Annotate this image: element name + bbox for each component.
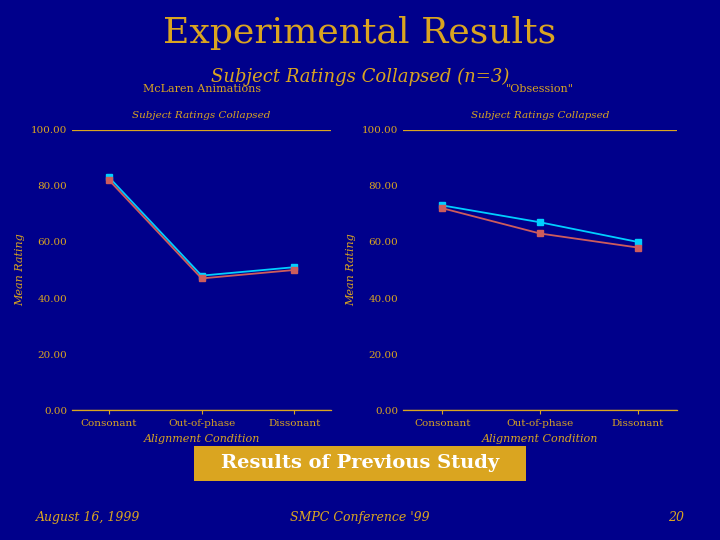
X-axis label: Alignment Condition: Alignment Condition	[143, 434, 260, 444]
Text: McLaren Animations: McLaren Animations	[143, 84, 261, 94]
Text: "Obsession": "Obsession"	[506, 84, 574, 94]
Text: SMPC Conference '99: SMPC Conference '99	[290, 511, 430, 524]
Text: Subject Ratings Collapsed: Subject Ratings Collapsed	[471, 111, 609, 120]
Text: 20: 20	[668, 511, 684, 524]
X-axis label: Alignment Condition: Alignment Condition	[482, 434, 598, 444]
Y-axis label: Mean Rating: Mean Rating	[15, 234, 25, 306]
Text: Subject Ratings Collapsed (n=3): Subject Ratings Collapsed (n=3)	[211, 68, 509, 86]
Text: August 16, 1999: August 16, 1999	[36, 511, 140, 524]
Text: Experimental Results: Experimental Results	[163, 16, 557, 50]
Y-axis label: Mean Rating: Mean Rating	[346, 234, 356, 306]
Text: Results of Previous Study: Results of Previous Study	[221, 454, 499, 472]
Text: Subject Ratings Collapsed: Subject Ratings Collapsed	[132, 111, 271, 120]
